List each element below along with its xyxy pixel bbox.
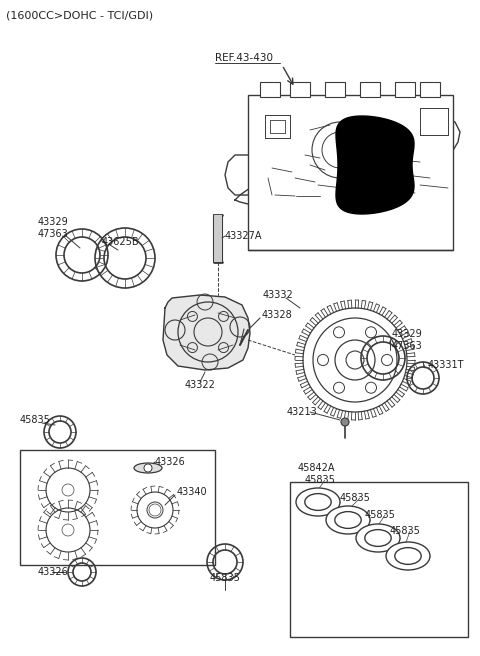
Ellipse shape xyxy=(134,463,162,473)
Ellipse shape xyxy=(356,524,400,552)
Ellipse shape xyxy=(326,506,370,534)
Text: 45835: 45835 xyxy=(20,415,51,425)
Ellipse shape xyxy=(395,548,421,564)
Text: 43329
47363: 43329 47363 xyxy=(38,217,69,239)
Ellipse shape xyxy=(335,512,361,528)
Bar xyxy=(290,82,310,97)
Text: (1600CC>DOHC - TCI/GDI): (1600CC>DOHC - TCI/GDI) xyxy=(6,10,153,20)
Bar xyxy=(420,82,440,97)
Text: 43329
47363: 43329 47363 xyxy=(392,329,423,351)
Ellipse shape xyxy=(296,488,340,516)
Circle shape xyxy=(341,418,349,426)
Bar xyxy=(325,82,345,97)
Bar xyxy=(248,95,453,250)
Circle shape xyxy=(144,464,152,472)
Text: 43340: 43340 xyxy=(177,487,208,497)
Text: 43322: 43322 xyxy=(185,380,216,390)
Text: 43326: 43326 xyxy=(155,457,186,467)
Bar xyxy=(214,215,222,262)
Text: 43331T: 43331T xyxy=(428,360,465,370)
Ellipse shape xyxy=(365,529,391,546)
Bar xyxy=(260,82,280,97)
Polygon shape xyxy=(163,295,250,370)
Text: 43213: 43213 xyxy=(287,407,318,417)
Bar xyxy=(290,482,468,637)
Bar xyxy=(360,82,380,97)
Bar xyxy=(20,450,215,565)
Text: 45835: 45835 xyxy=(340,493,371,503)
Text: 43326: 43326 xyxy=(38,567,69,577)
Polygon shape xyxy=(336,116,414,214)
Text: 43327A: 43327A xyxy=(225,231,263,241)
Text: 45835: 45835 xyxy=(305,475,336,485)
Ellipse shape xyxy=(305,493,331,510)
Text: 45835: 45835 xyxy=(210,573,240,583)
Ellipse shape xyxy=(386,542,430,570)
Text: 45835: 45835 xyxy=(365,510,396,520)
Text: 45835: 45835 xyxy=(390,526,421,536)
Text: 45842A: 45842A xyxy=(298,463,336,473)
Text: REF.43-430: REF.43-430 xyxy=(215,53,273,63)
Text: 43332: 43332 xyxy=(263,290,294,300)
Text: 43328: 43328 xyxy=(262,310,293,320)
Text: 43625B: 43625B xyxy=(102,237,140,247)
Bar xyxy=(395,82,415,97)
